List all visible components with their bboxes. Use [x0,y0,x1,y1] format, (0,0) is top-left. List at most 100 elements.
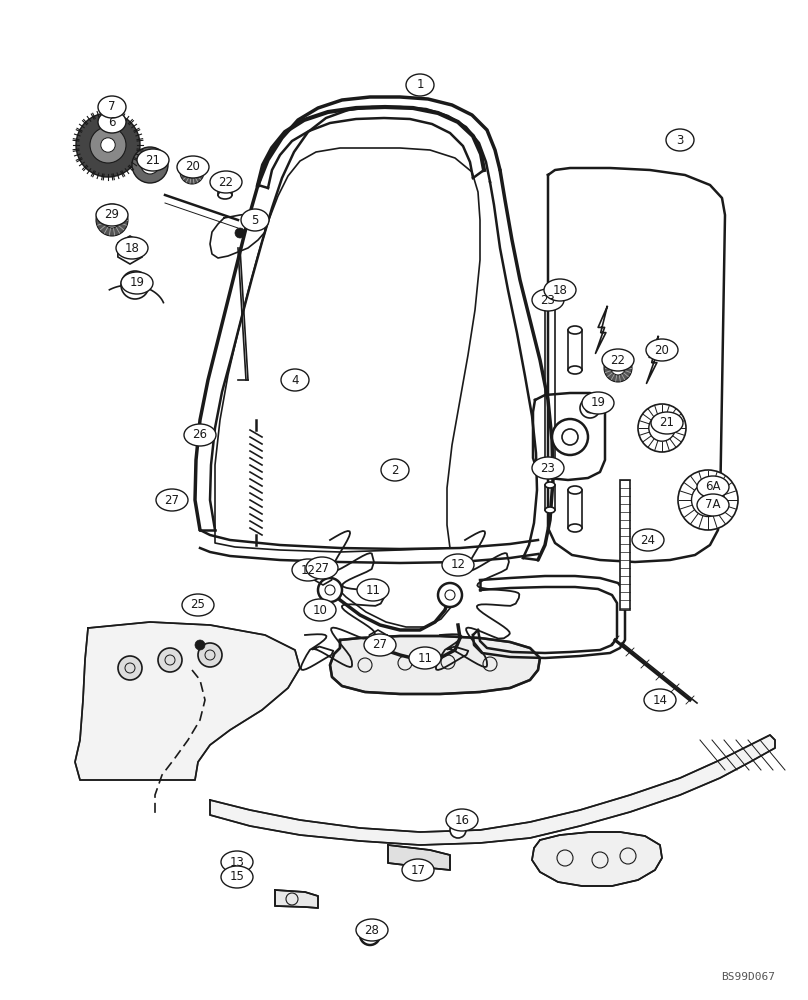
Text: 12: 12 [451,558,465,572]
Text: 2: 2 [391,464,399,477]
Ellipse shape [646,339,678,361]
Circle shape [692,484,725,516]
Circle shape [604,354,632,382]
Text: 26: 26 [192,428,208,442]
Text: 13: 13 [229,856,245,868]
Ellipse shape [582,392,614,414]
Circle shape [450,822,466,838]
Ellipse shape [697,476,729,498]
Text: 19: 19 [591,396,605,410]
Ellipse shape [532,289,564,311]
Circle shape [141,156,159,174]
Circle shape [96,204,128,236]
Ellipse shape [121,272,153,294]
Text: 6A: 6A [705,481,721,493]
Text: 19: 19 [129,276,145,290]
Circle shape [678,470,738,530]
Text: 5: 5 [251,214,259,227]
Ellipse shape [446,809,478,831]
Ellipse shape [98,96,126,118]
Text: 20: 20 [654,344,670,357]
Ellipse shape [241,209,269,231]
Ellipse shape [532,457,564,479]
Text: 6: 6 [108,115,116,128]
Polygon shape [210,735,775,845]
Ellipse shape [156,489,188,511]
Circle shape [649,415,675,441]
Ellipse shape [406,74,434,96]
Ellipse shape [137,149,169,171]
Circle shape [101,138,116,152]
Polygon shape [388,845,450,870]
Text: 15: 15 [229,870,245,884]
Ellipse shape [218,191,232,199]
Text: 28: 28 [364,924,380,936]
Ellipse shape [292,559,324,581]
Ellipse shape [697,494,729,516]
Ellipse shape [356,919,388,941]
Text: 3: 3 [676,133,684,146]
Text: 10: 10 [313,603,327,616]
Circle shape [118,656,142,680]
Text: 27: 27 [372,639,388,652]
Circle shape [186,166,198,178]
Text: 16: 16 [454,814,469,826]
Ellipse shape [442,554,474,576]
Ellipse shape [409,647,441,669]
Circle shape [638,404,686,452]
Ellipse shape [221,851,253,873]
Circle shape [76,113,140,177]
Ellipse shape [218,181,232,189]
Ellipse shape [568,524,582,532]
Ellipse shape [545,507,555,513]
Text: 21: 21 [659,416,675,430]
Ellipse shape [544,279,576,301]
Polygon shape [118,236,142,264]
Text: 22: 22 [218,176,234,188]
Text: 27: 27 [314,562,330,574]
Ellipse shape [651,412,683,434]
Text: 17: 17 [410,863,426,876]
Ellipse shape [357,579,389,601]
Ellipse shape [568,326,582,334]
Circle shape [180,160,204,184]
Ellipse shape [281,369,309,391]
Circle shape [552,419,588,455]
Circle shape [580,398,600,418]
Ellipse shape [602,349,634,371]
Text: 7: 7 [108,101,116,113]
Ellipse shape [545,467,555,473]
Text: 11: 11 [418,652,432,664]
Ellipse shape [221,866,253,888]
Ellipse shape [96,204,128,226]
Text: 18: 18 [124,241,140,254]
Ellipse shape [304,599,336,621]
Polygon shape [75,622,300,780]
Text: 23: 23 [541,462,555,475]
Text: 14: 14 [653,694,667,706]
Text: 27: 27 [165,493,179,506]
Circle shape [235,228,245,238]
Bar [620,480,630,610]
Ellipse shape [98,111,126,133]
Circle shape [438,583,462,607]
Circle shape [104,212,120,228]
Circle shape [132,147,168,183]
Text: 24: 24 [641,534,655,546]
Polygon shape [330,636,540,694]
Polygon shape [532,832,662,886]
Circle shape [360,925,380,945]
Ellipse shape [182,594,214,616]
Ellipse shape [568,366,582,374]
Ellipse shape [381,459,409,481]
Ellipse shape [568,486,582,494]
Ellipse shape [545,482,555,488]
Text: 21: 21 [145,153,161,166]
Text: 25: 25 [191,598,205,611]
Text: 23: 23 [541,294,555,306]
Circle shape [318,578,342,602]
Text: 4: 4 [291,373,299,386]
Ellipse shape [632,529,664,551]
Text: 7A: 7A [705,498,721,512]
Ellipse shape [184,424,216,446]
